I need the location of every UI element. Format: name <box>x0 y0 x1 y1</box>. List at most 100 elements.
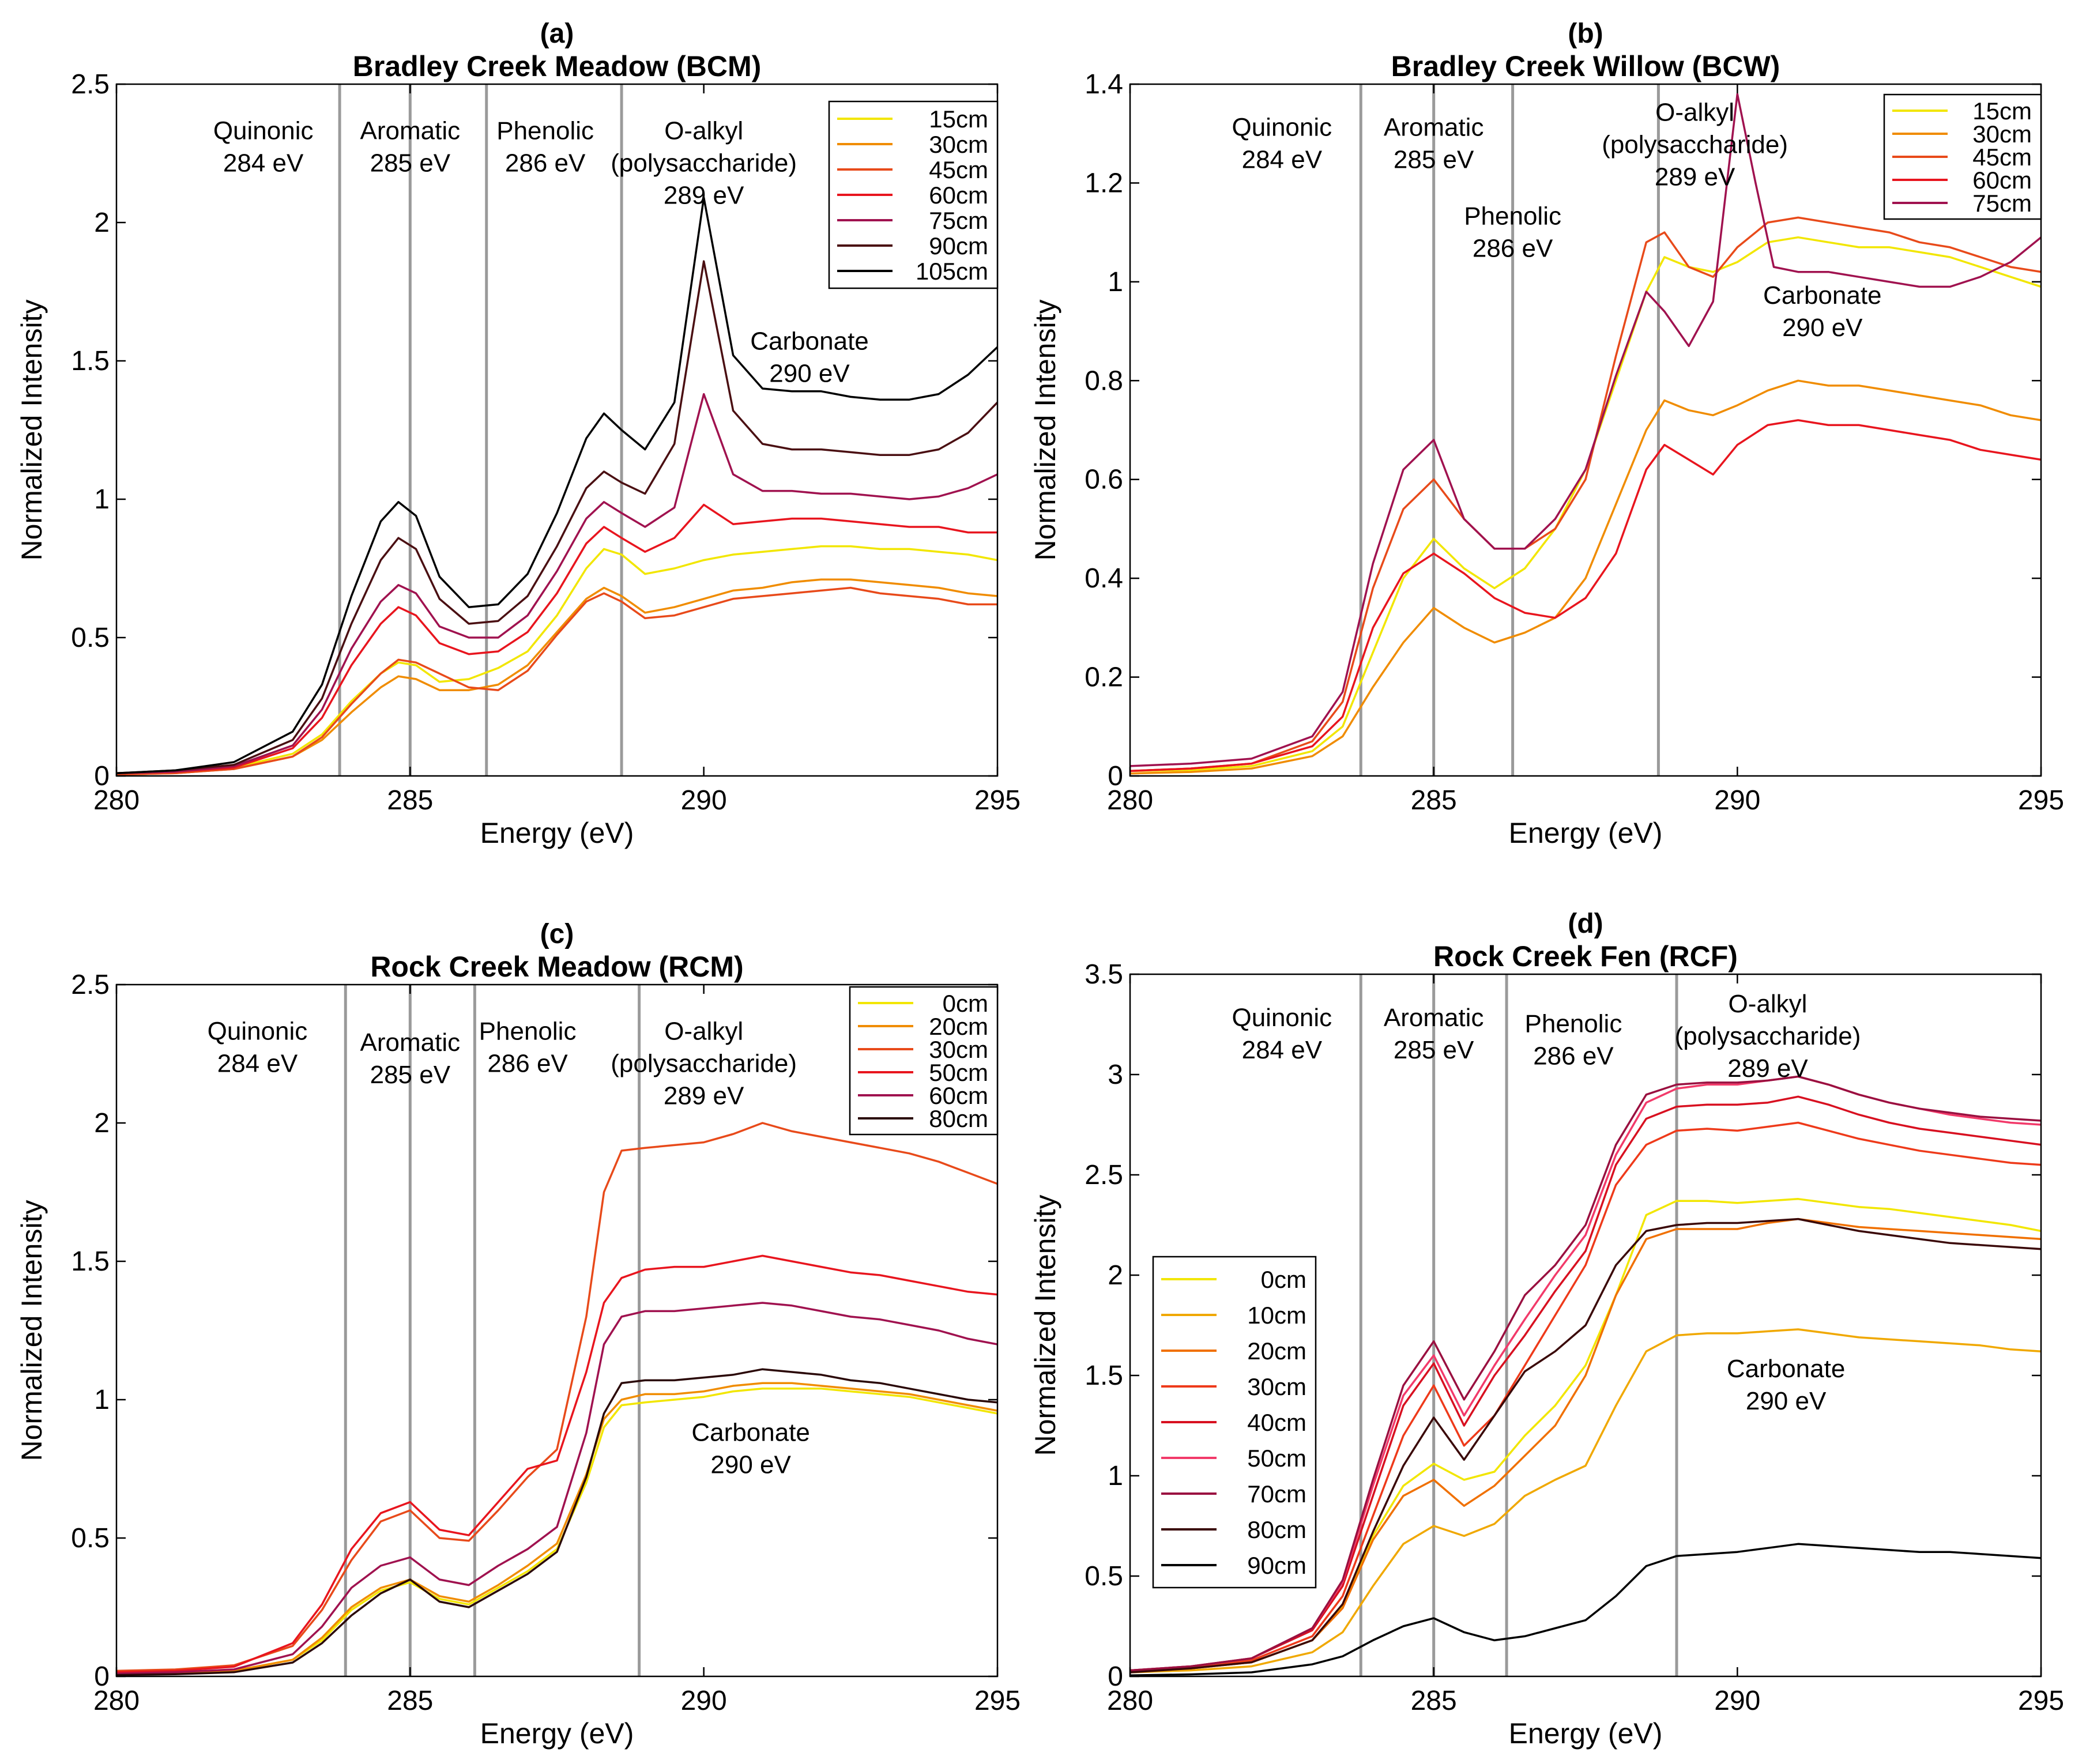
region-label: (polysaccharide) <box>611 149 797 178</box>
y-tick-label: 1.5 <box>1085 1360 1123 1391</box>
x-tick-label: 285 <box>387 1686 433 1716</box>
x-tick-label: 280 <box>1107 785 1153 816</box>
region-label: O-alkyl <box>1729 990 1808 1018</box>
x-tick-label: 295 <box>2018 1686 2064 1716</box>
region-label: Quinonic <box>213 117 314 145</box>
series-line-70cm <box>1130 1075 2041 1672</box>
series-line-60cm <box>116 1302 997 1675</box>
region-label: Quinonic <box>208 1017 308 1046</box>
region-label: 286 eV <box>505 149 586 178</box>
legend-label: 45cm <box>929 156 988 183</box>
legend-label: 70cm <box>1247 1480 1306 1507</box>
series-group <box>116 1122 997 1676</box>
y-tick-label: 2.5 <box>71 970 110 1000</box>
region-label: 284 eV <box>1242 145 1323 174</box>
y-tick-label: 0 <box>94 761 110 791</box>
series-line-105cm <box>116 197 997 774</box>
region-label: 290 eV <box>1782 314 1863 342</box>
x-tick-label: 285 <box>1411 785 1457 816</box>
region-label: Aromatic <box>1384 1004 1484 1032</box>
series-line-80cm <box>116 1368 997 1676</box>
series-line-40cm <box>1130 1095 2041 1672</box>
legend-label: 45cm <box>1972 144 2032 171</box>
legend-label: 20cm <box>929 1013 988 1040</box>
series-group <box>1130 93 2041 775</box>
x-tick-label: 280 <box>93 785 140 816</box>
legend-label: 60cm <box>929 1082 988 1109</box>
series-line-90cm <box>1130 1543 2041 1676</box>
series-line-30cm <box>116 578 997 776</box>
legend: 0cm 10cm 20cm 30cm 40cm 50cm 70cm 80cm 90cm <box>1152 1256 1317 1589</box>
y-axis-label: Normalized Intensity <box>1029 300 1061 561</box>
y-tick-label: 1 <box>1108 267 1123 297</box>
series-line-90cm <box>116 260 997 774</box>
y-tick-label: 0.8 <box>1085 365 1123 396</box>
series-line-0cm <box>116 1388 997 1675</box>
region-label: Aromatic <box>360 117 461 145</box>
region-label: 289 eV <box>664 1082 744 1110</box>
legend-label: 75cm <box>1972 190 2032 217</box>
legend-label: 90cm <box>929 232 988 259</box>
series-line-0cm <box>1130 1198 2041 1672</box>
panel-label: (a) <box>540 18 574 49</box>
legend-label: 0cm <box>1261 1266 1306 1293</box>
chart-title: Bradley Creek Willow (BCW) <box>1391 50 1780 82</box>
legend-label: 105cm <box>916 258 988 285</box>
region-label: Carbonate <box>1727 1355 1845 1383</box>
series-line-60cm <box>116 503 997 774</box>
y-tick-label: 2.5 <box>1085 1160 1123 1190</box>
series-line-30cm <box>1130 379 2041 775</box>
y-tick-label: 0 <box>1108 1661 1123 1692</box>
y-tick-label: 2 <box>1108 1260 1123 1291</box>
region-label: Quinonic <box>1232 1004 1332 1032</box>
legend-label: 75cm <box>929 207 988 234</box>
region-label: 286 eV <box>1533 1042 1614 1071</box>
plot-frame <box>115 983 999 1678</box>
region-label: Aromatic <box>1384 113 1484 141</box>
legend-label: 30cm <box>929 131 988 158</box>
series-line-50cm <box>116 1254 997 1673</box>
region-label: 290 eV <box>769 359 850 387</box>
chart-title: Rock Creek Meadow (RCM) <box>370 951 743 983</box>
legend-label: 30cm <box>1972 120 2032 148</box>
region-label: 285 eV <box>370 1061 451 1089</box>
y-axis-label: Normalized Intensity <box>1029 1195 1061 1456</box>
plot-frame <box>1129 83 2042 777</box>
region-label: 285 eV <box>370 149 451 178</box>
plot-frame <box>115 83 999 777</box>
region-label: Phenolic <box>1525 1010 1622 1038</box>
legend-label: 50cm <box>929 1059 988 1086</box>
plot-frame <box>1129 973 2042 1678</box>
region-label: 284 eV <box>217 1050 298 1078</box>
x-tick-label: 290 <box>1714 785 1760 816</box>
chart-panel-a: (a)Bradley Creek Meadow (BCM)280 285 290 29… <box>16 18 1021 849</box>
legend-label: 80cm <box>929 1105 988 1132</box>
legend-label: 30cm <box>929 1036 988 1063</box>
legend-box <box>849 986 999 1136</box>
series-line-30cm <box>116 1122 997 1672</box>
region-label: 284 eV <box>1242 1036 1323 1064</box>
y-tick-label: 1.5 <box>71 346 110 376</box>
legend-label: 10cm <box>1247 1302 1306 1329</box>
legend-label: 80cm <box>1247 1516 1306 1543</box>
y-axis-label: Normalized Intensity <box>16 1200 48 1461</box>
legend-label: 60cm <box>929 182 988 209</box>
y-tick-label: 2.5 <box>71 69 110 100</box>
y-axis-label: Normalized Intensity <box>16 300 48 561</box>
y-tick-label: 0.6 <box>1085 465 1123 495</box>
region-label: 289 eV <box>1655 163 1735 191</box>
series-line-45cm <box>116 586 997 776</box>
legend-label: 30cm <box>1247 1373 1306 1400</box>
y-tick-label: 0.5 <box>71 623 110 653</box>
region-label: Carbonate <box>750 327 868 355</box>
legend-label: 90cm <box>1247 1552 1306 1579</box>
x-tick-label: 290 <box>1714 1686 1760 1716</box>
series-line-30cm <box>1130 1121 2041 1672</box>
x-tick-label: 295 <box>974 1686 1021 1716</box>
y-tick-label: 0.2 <box>1085 662 1123 693</box>
series-line-20cm <box>1130 1218 2041 1672</box>
region-label: Phenolic <box>496 117 594 145</box>
